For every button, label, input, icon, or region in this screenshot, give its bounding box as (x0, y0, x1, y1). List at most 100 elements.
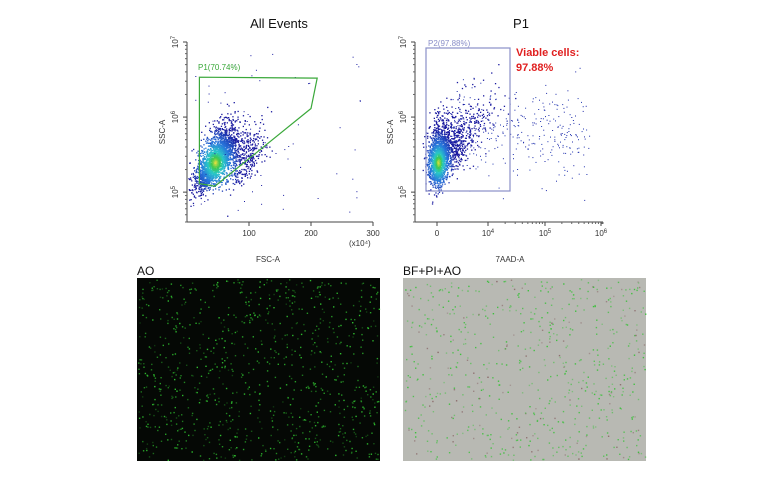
event-dot (438, 172, 440, 174)
event-dot (458, 147, 461, 149)
event-dot (224, 159, 226, 161)
event-dot (202, 152, 204, 155)
event-dot (483, 122, 486, 125)
event-dot (471, 117, 473, 119)
event-dot (258, 154, 260, 156)
event-dot (261, 139, 264, 141)
event-dot (255, 159, 257, 162)
event-dot (458, 144, 460, 147)
event-dot (197, 150, 199, 152)
event-dot (206, 164, 208, 166)
event-dot (228, 141, 230, 144)
event-dot (439, 170, 441, 172)
event-dot (211, 171, 214, 174)
event-dot (466, 130, 468, 132)
event-dot (230, 139, 233, 141)
event-dot (442, 143, 444, 145)
event-dot (206, 142, 209, 144)
event-dot (197, 165, 199, 167)
event-dot (470, 121, 472, 123)
event-dot (450, 161, 452, 163)
event-dot (203, 174, 205, 176)
event-dot (196, 181, 198, 183)
event-dot (212, 193, 214, 195)
event-dot (432, 149, 434, 151)
event-dot (201, 181, 203, 184)
event-dot (438, 132, 440, 134)
event-dot (223, 161, 225, 163)
event-dot (211, 142, 213, 144)
event-dot (452, 159, 455, 161)
event-dot (483, 115, 485, 118)
event-dot (195, 76, 197, 77)
event-dot (222, 164, 224, 166)
event-dot (226, 150, 228, 152)
event-dot (432, 149, 434, 151)
event-dot (224, 144, 226, 146)
event-dot (225, 150, 227, 152)
event-dot (439, 180, 441, 182)
event-dot (439, 173, 441, 176)
event-dot (210, 150, 212, 152)
event-dot (244, 169, 246, 171)
event-dot (446, 179, 448, 181)
event-dot (195, 169, 197, 171)
event-dot (538, 138, 540, 140)
event-dot (437, 123, 439, 126)
event-dot (221, 181, 223, 184)
event-dot (199, 184, 202, 187)
event-dot (443, 112, 446, 114)
event-dot (447, 147, 449, 149)
event-dot (429, 126, 431, 128)
event-dot (239, 182, 241, 184)
event-dot (437, 159, 439, 161)
event-dot (226, 131, 228, 134)
event-dot (255, 147, 257, 150)
event-dot (233, 152, 235, 154)
event-dot (444, 155, 446, 157)
event-dot (435, 136, 437, 138)
event-dot (435, 172, 438, 174)
event-dot (429, 162, 431, 165)
event-dot (210, 141, 212, 144)
event-dot (240, 154, 242, 156)
event-dot (219, 155, 221, 157)
event-dot (435, 154, 437, 156)
event-dot (195, 188, 197, 190)
event-dot (242, 134, 244, 136)
event-dot (456, 143, 458, 146)
event-dot (441, 176, 443, 178)
event-dot (199, 188, 201, 190)
event-dot (207, 179, 209, 181)
event-dot (454, 130, 456, 132)
event-dot (210, 177, 212, 179)
event-dot (207, 142, 210, 144)
event-dot (250, 55, 252, 57)
event-dot (200, 167, 202, 169)
event-dot (465, 116, 467, 119)
event-dot (432, 153, 434, 155)
event-dot (195, 177, 197, 179)
event-dot (221, 151, 223, 153)
event-dot (439, 111, 441, 113)
event-dot (252, 150, 254, 152)
event-dot (219, 142, 221, 144)
event-dot (205, 163, 207, 165)
event-dot (226, 158, 229, 160)
event-dot (220, 150, 222, 152)
event-dot (223, 160, 225, 162)
event-dot (259, 137, 261, 139)
event-dot (209, 156, 211, 158)
event-dot (226, 146, 228, 148)
event-dot (352, 178, 354, 180)
event-dot (249, 142, 251, 144)
event-dot (542, 153, 544, 155)
event-dot (200, 186, 202, 188)
event-dot (422, 169, 424, 172)
event-dot (200, 194, 202, 196)
event-dot (249, 147, 251, 150)
event-dot (445, 154, 447, 156)
event-dot (446, 165, 448, 167)
event-dot (237, 150, 239, 152)
event-dot (485, 153, 487, 155)
